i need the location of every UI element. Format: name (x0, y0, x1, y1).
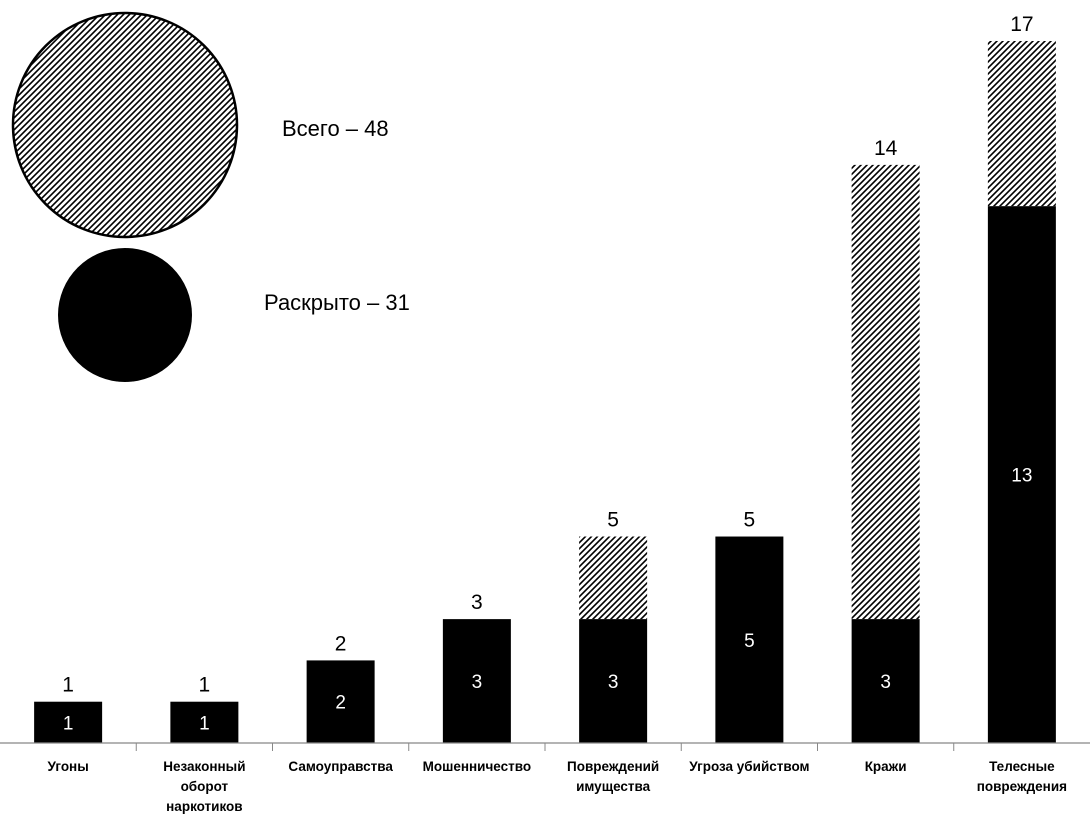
bars: 1 1 1 1 2 2 3 3 5 3 5 5 14 3 17 13 (34, 13, 1056, 744)
bar-solved (306, 660, 375, 743)
category-label: Кражи (865, 759, 907, 774)
bar-solved (34, 701, 103, 743)
total-value-label: 2 (335, 632, 347, 655)
category-label: Незаконный оборот наркотиков (163, 759, 245, 814)
category-labels: Угоны Незаконный оборот наркотиков Самоуправ… (47, 759, 1067, 814)
solved-value-label: 3 (608, 672, 619, 693)
legend: Всего – 48 Раскрыто – 31 (11, 11, 410, 382)
total-value-label: 17 (1010, 13, 1033, 36)
legend-total-label: Всего – 48 (282, 116, 389, 141)
bar-unsolved (579, 536, 648, 620)
legend-solved-swatch (58, 248, 192, 382)
bar-solved (715, 536, 784, 743)
legend-solved-label: Раскрыто – 31 (264, 290, 410, 315)
category-label: Угроза убийством (689, 759, 809, 774)
bar-unsolved (851, 164, 920, 620)
category-label: Телесные повреждения (977, 759, 1067, 794)
category-label: Мошенничество (423, 759, 532, 774)
total-value-label: 5 (607, 509, 619, 532)
solved-value-label: 13 (1011, 466, 1032, 487)
total-value-label: 1 (62, 674, 74, 697)
x-axis (0, 742, 1090, 751)
category-label: Повреждений имущества (567, 759, 659, 794)
solved-value-label: 3 (472, 672, 483, 693)
bar-solved (442, 619, 511, 743)
bar-solved (851, 619, 920, 743)
total-value-label: 5 (744, 509, 756, 532)
solved-value-label: 1 (199, 713, 210, 734)
total-value-label: 14 (874, 137, 898, 160)
category-label: Самоуправства (288, 759, 393, 774)
category-label: Угоны (47, 759, 88, 774)
bar-solved (987, 206, 1056, 744)
solved-value-label: 5 (744, 631, 755, 652)
solved-value-label: 3 (880, 672, 891, 693)
solved-value-label: 2 (335, 693, 346, 714)
total-value-label: 3 (471, 591, 483, 614)
bar-unsolved (987, 41, 1056, 207)
legend-total-swatch (11, 11, 239, 239)
bar-solved (170, 701, 239, 743)
total-value-label: 1 (199, 674, 211, 697)
bar-solved (579, 619, 648, 743)
solved-value-label: 1 (63, 713, 74, 734)
